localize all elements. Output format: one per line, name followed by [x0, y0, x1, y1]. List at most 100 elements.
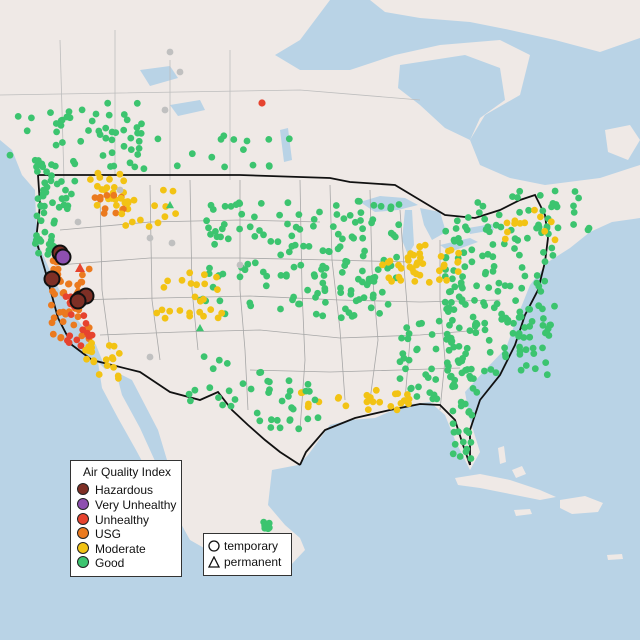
monitor-dot — [474, 199, 482, 206]
monitor-dot — [85, 265, 93, 273]
monitor-dot — [463, 427, 471, 435]
monitor-dot — [128, 218, 136, 226]
monitor-dot — [387, 205, 395, 213]
monitor-dot — [251, 259, 259, 267]
monitor-dot — [332, 202, 340, 209]
monitor-dot — [231, 396, 239, 403]
monitor-dot — [48, 301, 55, 309]
monitor-dot — [161, 314, 169, 322]
monitor-dot — [451, 440, 459, 448]
monitor-dot — [178, 276, 186, 284]
monitor-dot — [321, 287, 329, 295]
monitor-dot — [289, 296, 296, 304]
monitor-dot — [325, 247, 332, 255]
monitor-dot — [102, 124, 110, 132]
monitor-dot — [213, 233, 221, 241]
monitor-dot — [62, 310, 69, 318]
monitor-dot — [531, 206, 538, 214]
monitor-dot — [464, 366, 471, 373]
monitor-dot — [537, 213, 544, 221]
monitor-dot — [444, 367, 452, 374]
monitor-dot — [378, 288, 386, 296]
monitor-dot — [62, 194, 70, 202]
monitor-dot — [285, 392, 292, 400]
monitor-dot — [456, 453, 464, 460]
monitor-dot — [304, 380, 312, 388]
monitor-dot — [363, 281, 371, 289]
monitor-dot — [440, 263, 448, 270]
monitor-dot — [335, 394, 343, 401]
monitor-dot — [547, 321, 554, 329]
monitor-dot — [285, 248, 293, 256]
monitor-dot — [337, 289, 345, 296]
monitor-dot — [541, 227, 549, 235]
monitor-dot — [462, 350, 469, 358]
monitor-dot — [207, 306, 215, 313]
monitor-dot — [516, 220, 524, 227]
monitor-type-legend: temporary permanent — [203, 533, 292, 576]
monitor-dot — [450, 343, 458, 351]
monitor-dot — [452, 225, 460, 232]
monitor-dot — [103, 362, 111, 369]
monitor-dot — [47, 109, 54, 116]
monitor-dot — [336, 243, 344, 251]
monitor-dot — [251, 213, 258, 221]
monitor-dot — [481, 215, 489, 223]
monitor-dot — [575, 194, 582, 202]
monitor-dot — [504, 228, 511, 236]
monitor-dot — [533, 272, 541, 279]
monitor-dot — [79, 326, 87, 334]
monitor-dot — [173, 162, 181, 170]
monitor-dot — [444, 308, 452, 315]
monitor-dot — [516, 308, 524, 316]
monitor-dot — [334, 230, 342, 238]
monitor-dot — [216, 297, 224, 305]
monitor-dot — [207, 231, 214, 238]
monitor-dot — [405, 395, 413, 403]
monitor-dot — [443, 276, 450, 284]
monitor-dot — [223, 360, 231, 367]
monitor-dot — [85, 127, 92, 134]
us-atlantic-coast — [469, 237, 549, 465]
monitor-dot — [501, 235, 509, 243]
lake-michigan — [402, 210, 414, 255]
monitor-dot — [193, 281, 201, 289]
monitor-dot — [516, 343, 523, 351]
monitor-dot — [286, 387, 294, 395]
monitor-dot — [206, 264, 213, 272]
monitor-dot — [472, 319, 480, 327]
monitor-dot — [225, 387, 233, 395]
monitor-dot — [212, 228, 219, 235]
monitor-dot — [405, 257, 412, 264]
monitor-dot — [429, 395, 437, 403]
monitor-dot — [312, 310, 320, 318]
monitor-dot — [73, 336, 81, 344]
monitor-dot — [286, 417, 294, 424]
monitor-dot — [246, 223, 254, 231]
monitor-dot — [108, 354, 116, 361]
monitor-dot — [93, 201, 101, 209]
monitor-dot — [48, 232, 55, 240]
monitor-dot — [458, 282, 465, 290]
monitor-dot — [154, 135, 162, 143]
monitor-dot — [284, 199, 292, 207]
monitor-dot — [85, 347, 92, 354]
monitor-dot — [296, 226, 304, 233]
monitor-dot — [257, 200, 265, 207]
monitor-dot — [99, 152, 107, 159]
monitor-dot — [227, 203, 235, 210]
monitor-dot — [421, 241, 429, 249]
monitor-dot — [164, 277, 172, 285]
unhealthy-swatch-icon — [77, 513, 89, 525]
monitor-dot — [395, 221, 403, 229]
monitor-dot — [140, 165, 148, 173]
monitor-dot — [88, 117, 96, 125]
monitor-dot — [41, 228, 49, 236]
monitor-dot — [138, 120, 145, 128]
monitor-dot — [479, 252, 486, 260]
monitor-dot — [454, 268, 462, 275]
monitor-dot — [186, 309, 194, 317]
monitor-dot — [103, 184, 111, 192]
monitor-dot — [319, 312, 327, 320]
monitor-dot — [437, 253, 445, 260]
